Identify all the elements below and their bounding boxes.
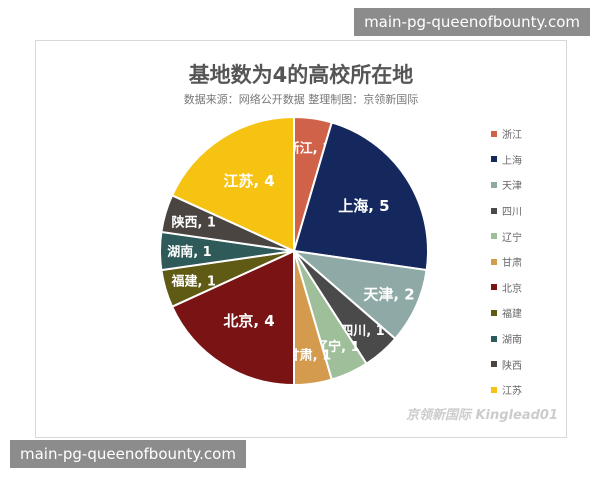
legend-item: 江苏	[491, 377, 522, 403]
pie-slice-1	[292, 121, 429, 272]
legend-swatch	[491, 284, 497, 291]
legend-item: 甘肃	[491, 249, 522, 275]
legend-item: 天津	[491, 172, 522, 198]
legend-item: 陕西	[491, 351, 522, 377]
legend-item: 湖南	[491, 326, 522, 352]
legend-item: 辽宁	[491, 223, 522, 249]
legend-swatch	[491, 130, 497, 137]
legend-swatch	[491, 309, 497, 316]
legend-swatch	[491, 335, 497, 342]
legend-swatch	[491, 386, 497, 393]
legend-label: 北京	[502, 283, 522, 295]
data-label-6: 北京, 4	[223, 312, 274, 330]
legend-label: 湖南	[502, 335, 522, 347]
data-label-3: 四川, 1	[340, 324, 385, 339]
legend-item: 四川	[491, 198, 522, 224]
watermark-top: main-pg-queenofbounty.com	[354, 8, 590, 36]
legend-label: 四川	[502, 207, 522, 219]
chart-subtitle: 数据来源：网络公开数据 整理制图：京领新国际	[183, 93, 419, 106]
data-label-8: 湖南, 1	[167, 244, 212, 260]
data-label-10: 江苏, 4	[223, 172, 274, 190]
data-label-2: 天津, 2	[363, 285, 414, 303]
data-label-5: 甘肃, 1	[287, 347, 332, 363]
legend-label: 陕西	[502, 360, 522, 372]
legend-label: 福建	[502, 309, 522, 321]
watermark-bottom: main-pg-queenofbounty.com	[10, 440, 246, 468]
data-label-9: 陕西, 1	[171, 215, 216, 231]
legend-swatch	[491, 233, 497, 240]
legend-swatch	[491, 181, 497, 188]
legend-swatch	[491, 207, 497, 214]
pie-slice-10	[170, 115, 295, 253]
chart-title: 基地数为4的高校所在地	[188, 63, 414, 87]
legend-item: 浙江	[491, 121, 522, 147]
legend-label: 上海	[502, 155, 522, 167]
legend-label: 浙江	[502, 130, 522, 142]
legend-item: 北京	[491, 275, 522, 301]
data-label-1: 上海, 5	[338, 197, 389, 215]
chart-card: 基地数为4的高校所在地 数据来源：网络公开数据 整理制图：京领新国际 浙江, 1…	[35, 40, 567, 438]
legend-label: 辽宁	[502, 232, 522, 244]
legend-label: 江苏	[502, 386, 522, 398]
legend-item: 福建	[491, 300, 522, 326]
data-label-4: 辽宁, 1	[315, 339, 360, 355]
legend-swatch	[491, 156, 497, 163]
legend-item: 上海	[491, 147, 522, 173]
pie-chart: 浙江, 1 上海, 5 天津, 2 四川, 1辽宁, 1甘肃, 1 北京, 4 福建, 1…	[159, 115, 429, 387]
data-label-0: 浙江, 1	[287, 141, 332, 157]
chart-watermark: 京领新国际 Kinglead01	[405, 408, 558, 423]
data-label-7: 福建, 1	[170, 273, 216, 289]
legend-swatch	[491, 361, 497, 368]
legend-label: 天津	[502, 181, 522, 193]
pie-slice-6	[170, 249, 295, 387]
legend-label: 甘肃	[502, 258, 522, 270]
legend: 浙江上海天津四川辽宁甘肃北京福建湖南陕西江苏	[491, 121, 522, 403]
legend-swatch	[491, 258, 497, 265]
